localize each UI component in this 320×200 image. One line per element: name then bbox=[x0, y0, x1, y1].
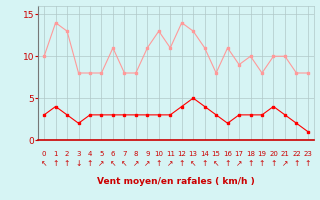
Text: ↗: ↗ bbox=[144, 159, 150, 168]
Text: ↑: ↑ bbox=[202, 159, 208, 168]
Text: ↑: ↑ bbox=[179, 159, 185, 168]
Text: ↖: ↖ bbox=[110, 159, 116, 168]
Text: ↗: ↗ bbox=[98, 159, 105, 168]
Text: ↗: ↗ bbox=[282, 159, 288, 168]
X-axis label: Vent moyen/en rafales ( km/h ): Vent moyen/en rafales ( km/h ) bbox=[97, 177, 255, 186]
Text: ↑: ↑ bbox=[247, 159, 254, 168]
Text: ↗: ↗ bbox=[167, 159, 173, 168]
Text: ↑: ↑ bbox=[293, 159, 300, 168]
Text: ↑: ↑ bbox=[156, 159, 162, 168]
Text: ↑: ↑ bbox=[64, 159, 70, 168]
Text: ↑: ↑ bbox=[224, 159, 231, 168]
Text: ↑: ↑ bbox=[259, 159, 265, 168]
Text: ↖: ↖ bbox=[190, 159, 196, 168]
Text: ↑: ↑ bbox=[270, 159, 277, 168]
Text: ↑: ↑ bbox=[305, 159, 311, 168]
Text: ↖: ↖ bbox=[213, 159, 219, 168]
Text: ↖: ↖ bbox=[121, 159, 128, 168]
Text: ↗: ↗ bbox=[236, 159, 242, 168]
Text: ↑: ↑ bbox=[52, 159, 59, 168]
Text: ↗: ↗ bbox=[133, 159, 139, 168]
Text: ↓: ↓ bbox=[75, 159, 82, 168]
Text: ↖: ↖ bbox=[41, 159, 47, 168]
Text: ↑: ↑ bbox=[87, 159, 93, 168]
